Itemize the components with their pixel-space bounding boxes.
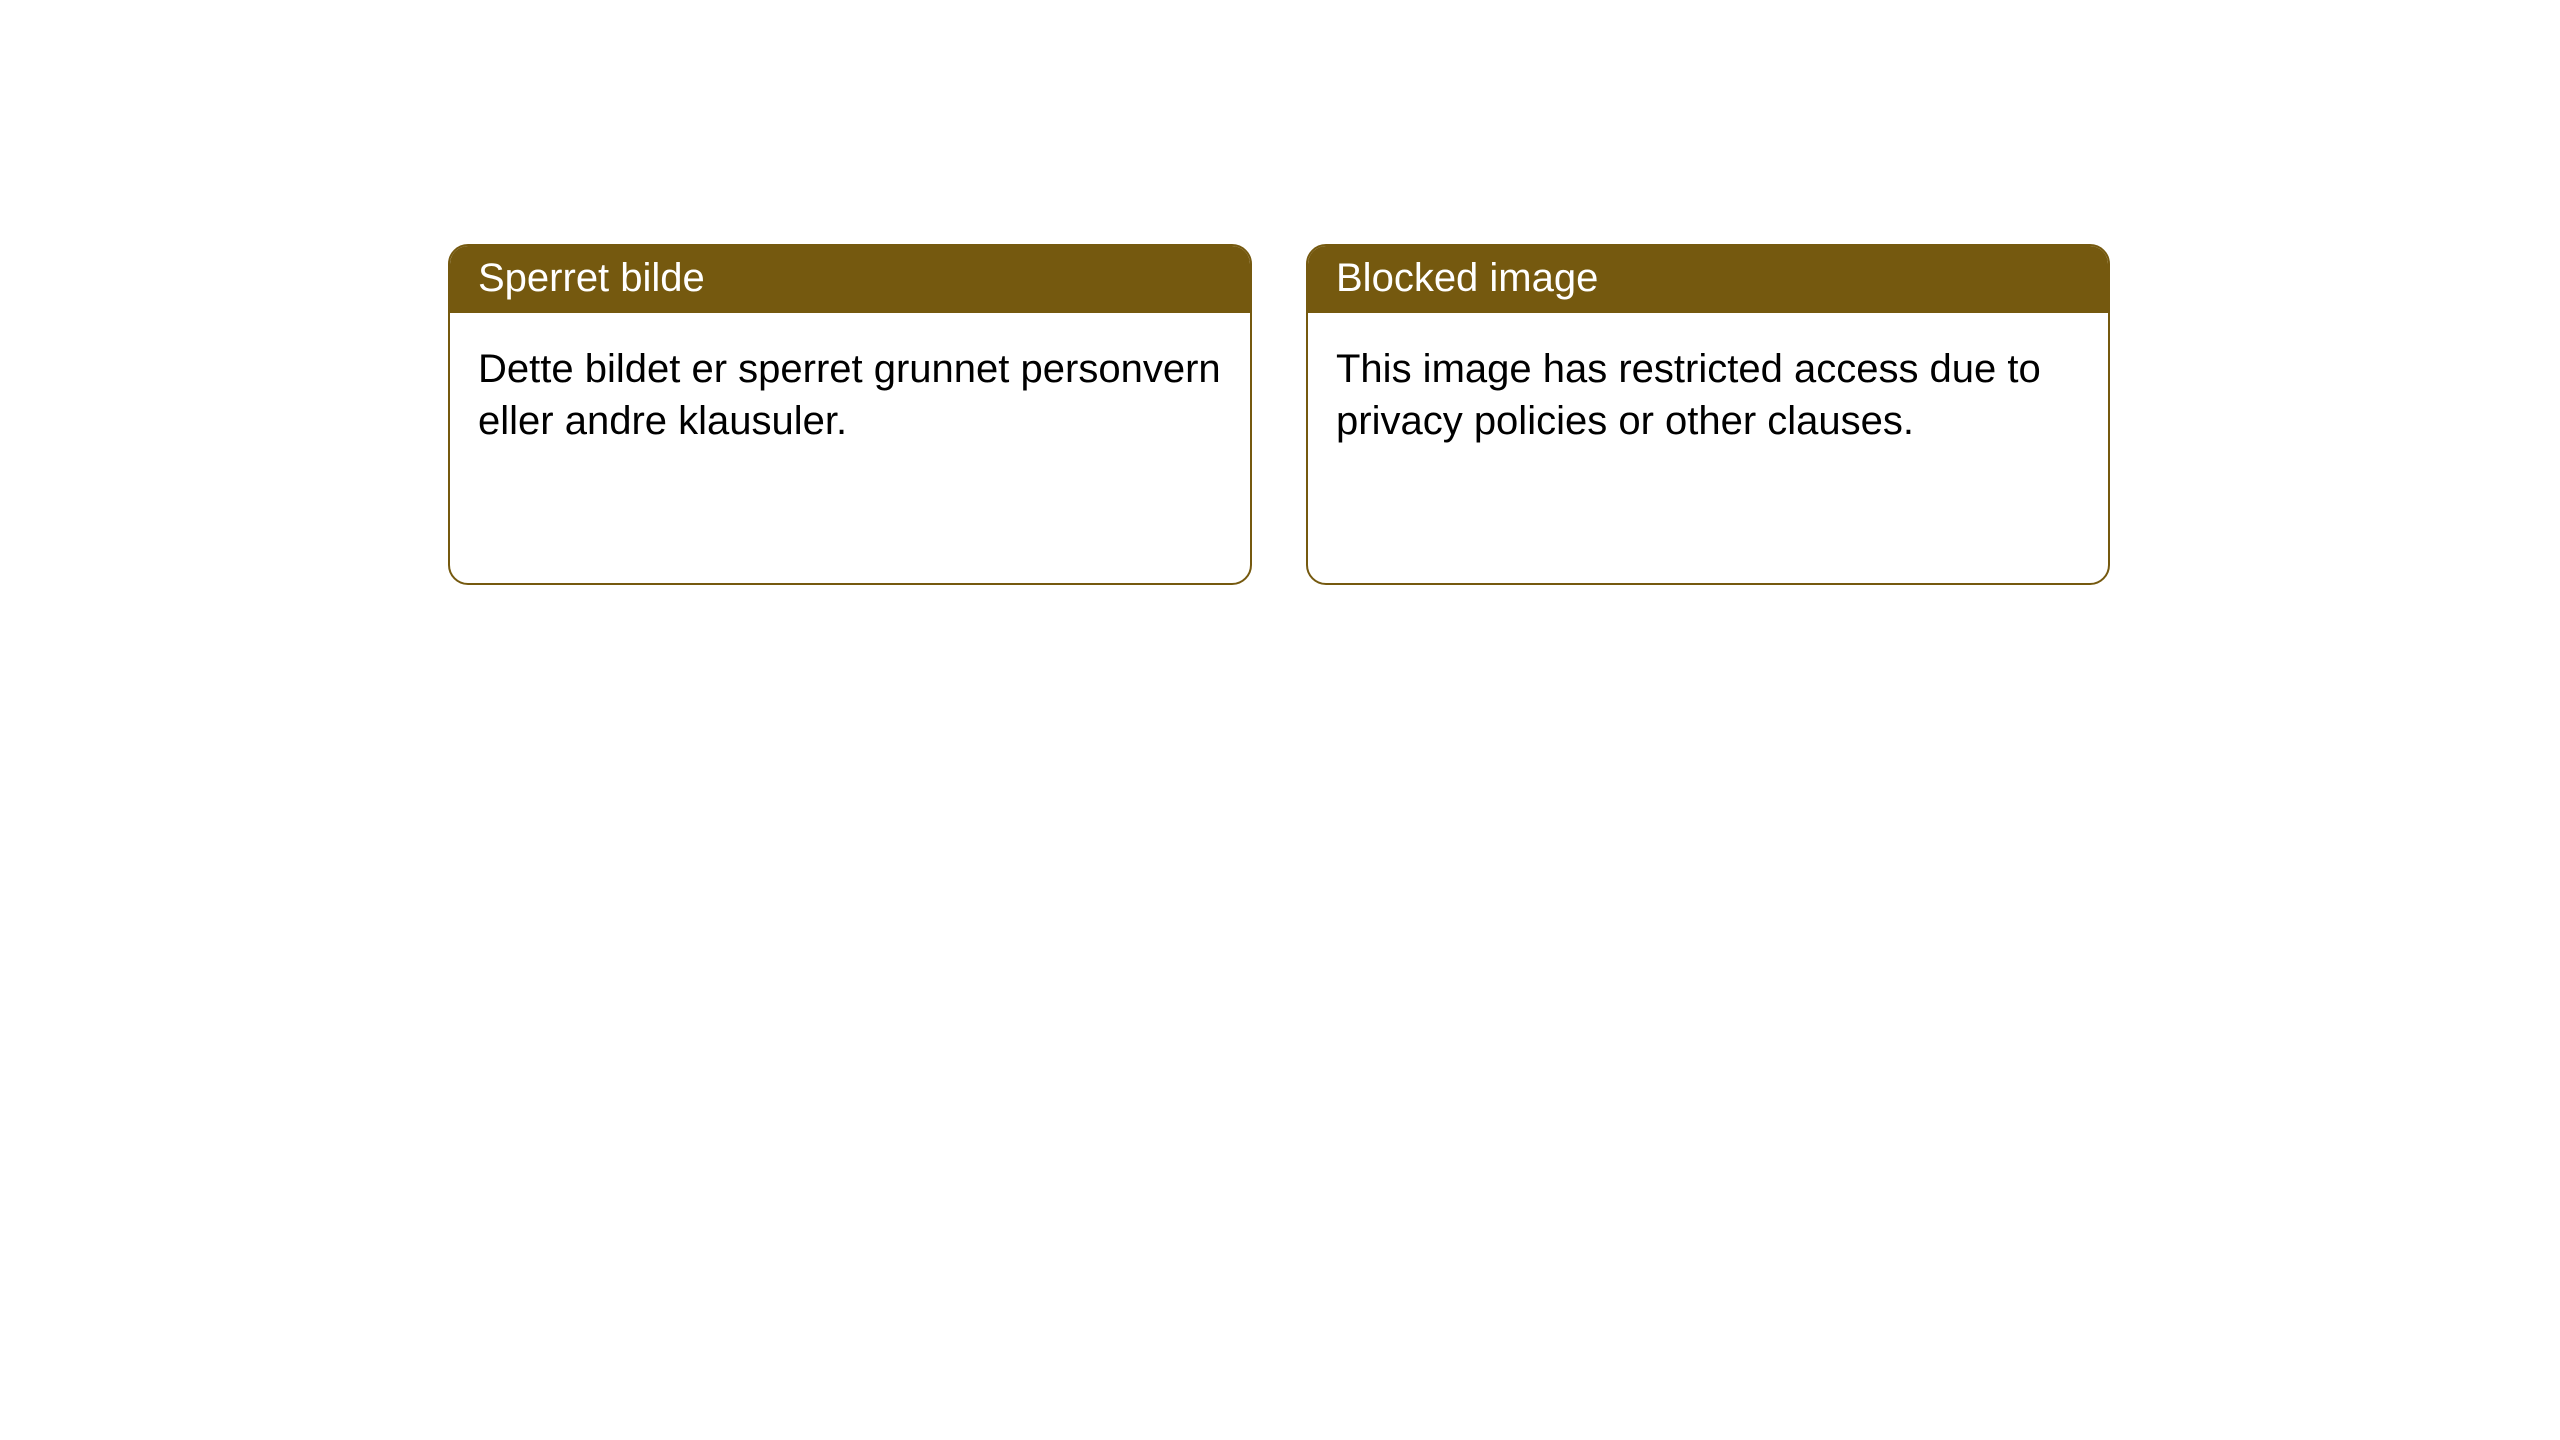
notice-body: Dette bildet er sperret grunnet personve… xyxy=(450,313,1250,583)
notice-message: Dette bildet er sperret grunnet personve… xyxy=(478,347,1221,443)
notice-message: This image has restricted access due to … xyxy=(1336,347,2041,443)
notice-card-norwegian: Sperret bilde Dette bildet er sperret gr… xyxy=(448,244,1252,585)
notice-title: Blocked image xyxy=(1336,256,1598,300)
notice-card-english: Blocked image This image has restricted … xyxy=(1306,244,2110,585)
notice-header: Sperret bilde xyxy=(450,246,1250,313)
notice-body: This image has restricted access due to … xyxy=(1308,313,2108,583)
notices-container: Sperret bilde Dette bildet er sperret gr… xyxy=(448,244,2110,585)
notice-header: Blocked image xyxy=(1308,246,2108,313)
notice-title: Sperret bilde xyxy=(478,256,705,300)
